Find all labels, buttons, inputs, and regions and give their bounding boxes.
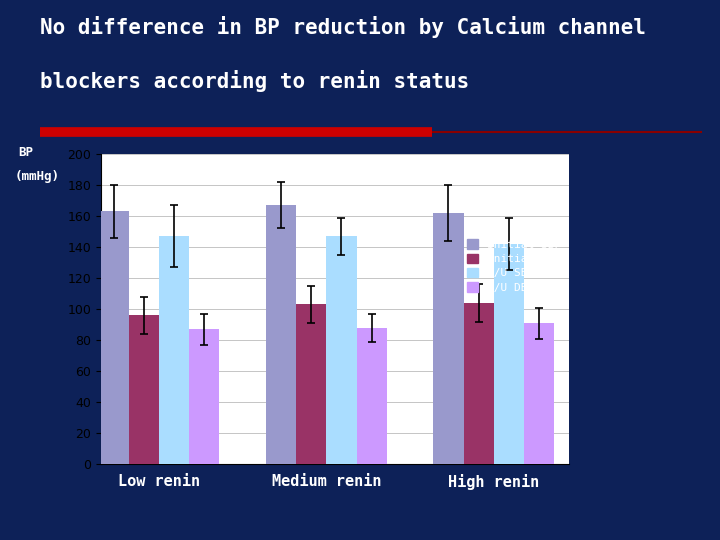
Bar bbox=[523, 323, 554, 464]
Bar bbox=[266, 205, 297, 464]
Bar bbox=[99, 211, 129, 464]
Bar bbox=[129, 315, 159, 464]
Bar bbox=[326, 236, 356, 464]
Legend: Initial SBP, Initial DBP, F/U SBP, F/U DBP: Initial SBP, Initial DBP, F/U SBP, F/U D… bbox=[464, 237, 563, 295]
Bar bbox=[356, 328, 387, 464]
Text: blockers according to renin status: blockers according to renin status bbox=[40, 70, 469, 92]
Text: BP: BP bbox=[18, 146, 33, 159]
Bar bbox=[297, 305, 326, 464]
Bar bbox=[494, 244, 523, 464]
Text: (mmHg): (mmHg) bbox=[14, 170, 59, 183]
Text: No difference in BP reduction by Calcium channel: No difference in BP reduction by Calcium… bbox=[40, 16, 646, 38]
Bar bbox=[159, 236, 189, 464]
Bar bbox=[189, 329, 220, 464]
Bar bbox=[433, 213, 464, 464]
Bar bbox=[464, 303, 494, 464]
